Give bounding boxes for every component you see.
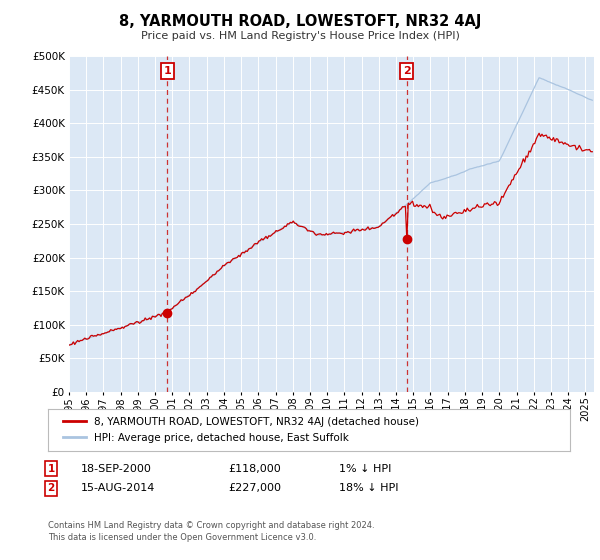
Text: Price paid vs. HM Land Registry's House Price Index (HPI): Price paid vs. HM Land Registry's House … <box>140 31 460 41</box>
Text: £227,000: £227,000 <box>228 483 281 493</box>
Text: 1: 1 <box>164 66 172 76</box>
Text: 15-AUG-2014: 15-AUG-2014 <box>81 483 155 493</box>
Text: 1% ↓ HPI: 1% ↓ HPI <box>339 464 391 474</box>
Text: 18% ↓ HPI: 18% ↓ HPI <box>339 483 398 493</box>
Text: 8, YARMOUTH ROAD, LOWESTOFT, NR32 4AJ: 8, YARMOUTH ROAD, LOWESTOFT, NR32 4AJ <box>119 14 481 29</box>
Text: £118,000: £118,000 <box>228 464 281 474</box>
Text: This data is licensed under the Open Government Licence v3.0.: This data is licensed under the Open Gov… <box>48 533 316 542</box>
Legend: 8, YARMOUTH ROAD, LOWESTOFT, NR32 4AJ (detached house), HPI: Average price, deta: 8, YARMOUTH ROAD, LOWESTOFT, NR32 4AJ (d… <box>58 412 423 447</box>
Text: 2: 2 <box>403 66 410 76</box>
Text: 18-SEP-2000: 18-SEP-2000 <box>81 464 152 474</box>
Text: Contains HM Land Registry data © Crown copyright and database right 2024.: Contains HM Land Registry data © Crown c… <box>48 521 374 530</box>
Text: 2: 2 <box>47 483 55 493</box>
Text: 1: 1 <box>47 464 55 474</box>
